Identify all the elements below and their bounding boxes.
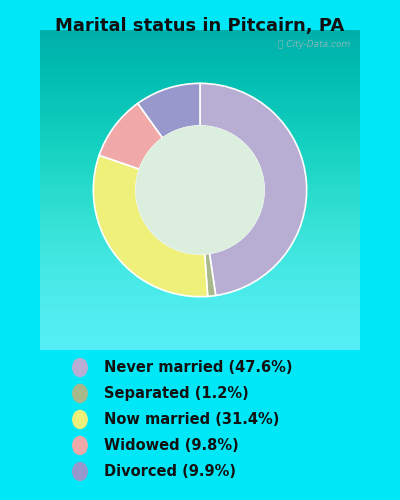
Circle shape — [136, 126, 264, 254]
Text: Widowed (9.8%): Widowed (9.8%) — [104, 438, 239, 453]
Text: Separated (1.2%): Separated (1.2%) — [104, 386, 249, 401]
Text: Divorced (9.9%): Divorced (9.9%) — [104, 464, 236, 479]
Wedge shape — [205, 254, 216, 296]
Wedge shape — [138, 84, 200, 138]
Wedge shape — [200, 84, 307, 296]
Text: Never married (47.6%): Never married (47.6%) — [104, 360, 292, 375]
Text: Marital status in Pitcairn, PA: Marital status in Pitcairn, PA — [55, 18, 345, 36]
Wedge shape — [93, 156, 208, 296]
Text: Now married (31.4%): Now married (31.4%) — [104, 412, 279, 427]
Wedge shape — [99, 104, 163, 169]
Text: ⓘ City-Data.com: ⓘ City-Data.com — [278, 40, 350, 48]
Circle shape — [136, 126, 264, 254]
